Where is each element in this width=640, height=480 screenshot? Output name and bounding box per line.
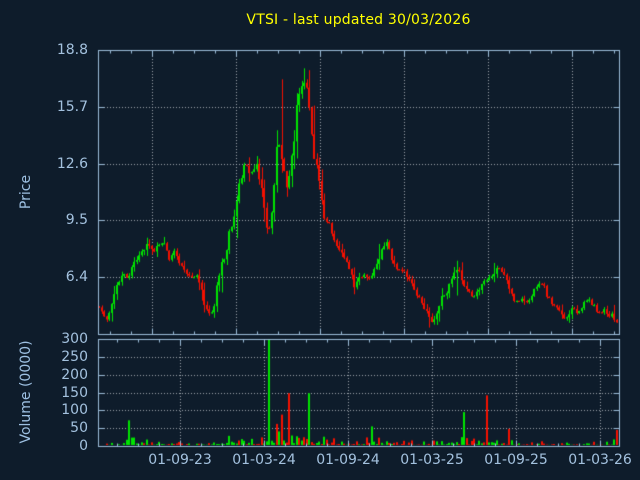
date-tick-label: 01-03-25 [400, 452, 464, 468]
volume-axis-title: Volume (0000) [18, 340, 34, 444]
volume-tick-label: 100 [61, 402, 88, 418]
volume-tick-label: 250 [61, 349, 88, 365]
chart-title: VTSI - last updated 30/03/2026 [246, 12, 471, 28]
date-tick-label: 01-09-24 [316, 452, 380, 468]
volume-tick-label: 150 [61, 385, 88, 401]
price-tick-label: 15.7 [56, 99, 88, 115]
volume-tick-label: 300 [61, 331, 88, 347]
price-tick-label: 9.5 [65, 212, 88, 228]
volume-tick-label: 50 [70, 420, 88, 436]
price-tick-label: 12.6 [56, 156, 88, 172]
price-tick-label: 18.8 [56, 42, 88, 58]
volume-tick-label: 0 [79, 438, 88, 454]
price-axis-title: Price [18, 174, 34, 210]
volume-tick-label: 200 [61, 367, 88, 383]
date-tick-label: 01-03-24 [232, 452, 296, 468]
price-tick-label: 6.4 [65, 269, 88, 285]
date-tick-label: 01-03-26 [568, 452, 632, 468]
date-tick-label: 01-09-25 [484, 452, 548, 468]
date-tick-label: 01-09-23 [148, 452, 212, 468]
